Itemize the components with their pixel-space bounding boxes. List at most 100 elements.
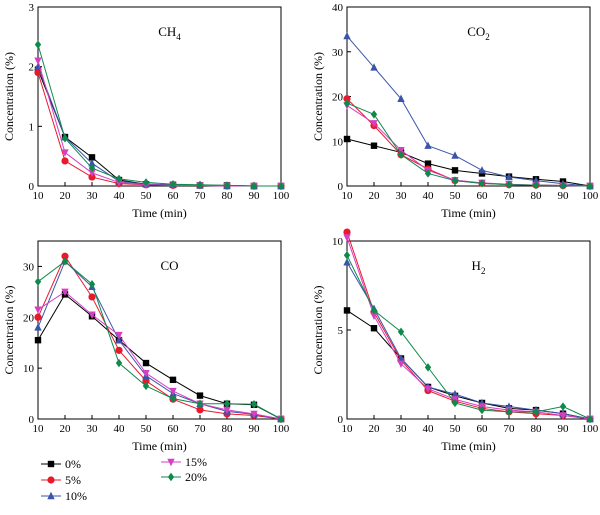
data-point [343,99,351,108]
data-point [478,179,486,188]
x-tick-label: 10 [342,190,354,202]
series-5% [343,95,594,190]
panel-title: CH4 [158,24,181,42]
series-line [37,293,282,420]
data-point [343,135,351,143]
data-point [88,163,96,173]
series-line [37,69,281,187]
y-tick-label: 30 [332,47,344,59]
series-0% [34,291,285,423]
y-axis-title: Concentration (%) [311,52,325,141]
data-point [61,288,69,297]
series-10% [343,31,594,190]
y-tick-label: 0 [338,414,344,426]
legend-marker [167,472,175,482]
x-tick-label: 10 [342,423,354,435]
series-line [346,98,591,187]
data-point [142,381,150,391]
legend-marker [167,458,175,467]
data-point [559,181,567,190]
legend-label: 15% [185,455,207,469]
legend-label: 0% [65,457,81,471]
x-tick-label: 10 [33,423,45,435]
panel-title: CO2 [467,24,490,42]
series-15% [343,102,594,191]
x-tick-label: 70 [195,190,207,202]
series-20% [343,99,594,191]
x-tick-label: 100 [273,423,290,435]
series-line [346,262,591,420]
data-point [451,389,459,398]
plot-frame [37,6,282,187]
data-point [559,402,567,411]
data-point [370,110,378,119]
x-tick-label: 30 [87,190,99,202]
chart-panel-1: 10 20 30 40 50 60 70 80 90 100 0 1 2 3 Time (min) Conce… [2,2,290,220]
data-point [370,306,378,315]
data-point [478,166,486,174]
data-point [115,346,123,354]
y-tick-label: 0 [29,181,35,193]
x-tick-label: 20 [60,423,72,435]
series-5% [34,252,285,423]
series-15% [34,57,285,191]
data-point [88,159,96,167]
data-point [169,394,177,403]
data-point [370,325,378,332]
series-line [346,35,591,187]
data-point [424,169,432,178]
data-point [169,387,177,396]
series-line [346,255,591,420]
series-line [37,255,282,420]
data-point [451,167,459,174]
data-point [424,385,432,393]
x-tick-label: 40 [423,423,435,435]
x-tick-label: 90 [558,190,570,202]
x-tick-label: 90 [249,190,261,202]
x-tick-label: 40 [114,190,126,202]
x-tick-label: 70 [504,423,516,435]
x-tick-label: 100 [273,190,290,202]
x-tick-label: 40 [423,190,435,202]
series-line [37,60,281,187]
data-point [478,405,486,415]
data-point [115,358,123,368]
series-10% [343,258,594,423]
series-line [346,237,591,420]
data-point [277,181,285,191]
panel-title: H2 [472,258,486,276]
data-point [343,95,351,103]
x-tick-label: 30 [87,423,99,435]
data-point [370,142,378,149]
data-point [88,154,96,161]
series-10% [34,257,285,423]
data-point [61,252,69,260]
y-tick-label: 0 [29,414,35,426]
data-point [343,307,351,314]
data-point [34,306,42,314]
legend-label: 5% [65,473,81,487]
data-point [532,407,540,417]
series-20% [343,251,594,424]
data-point [142,178,150,187]
data-point [34,57,42,65]
x-tick-label: 80 [222,423,234,435]
data-point [223,406,231,415]
x-tick-label: 60 [477,190,489,202]
series-line [37,72,281,187]
data-point [88,311,96,319]
panel-title: CO [160,258,178,273]
legend-item: 20% [161,470,207,484]
data-point [397,94,405,102]
x-tick-label: 100 [582,423,599,435]
data-point [196,180,204,190]
x-tick-label: 20 [369,423,381,435]
legend-item: 10% [41,489,87,503]
data-point [169,376,177,384]
data-point [223,399,231,408]
y-tick-label: 10 [23,363,35,375]
y-tick-label: 1 [29,121,35,133]
x-tick-label: 50 [450,423,462,435]
